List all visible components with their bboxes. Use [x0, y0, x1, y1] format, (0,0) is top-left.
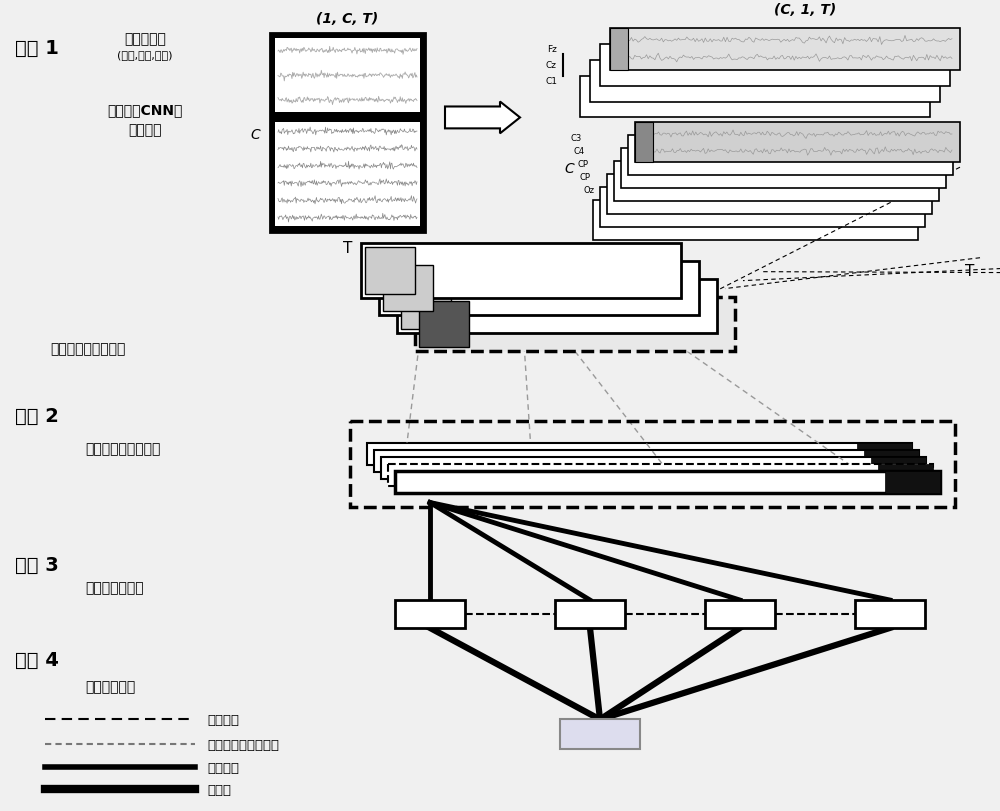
Bar	[395, 471, 940, 493]
Text: Fz: Fz	[547, 45, 557, 54]
Text: 层块 3: 层块 3	[15, 556, 59, 574]
Bar	[614, 162, 939, 202]
Text: (1, C, T): (1, C, T)	[316, 12, 379, 26]
Bar	[885, 471, 940, 493]
Bar	[381, 457, 926, 479]
Bar	[415, 297, 735, 352]
Bar	[388, 464, 933, 486]
Bar	[610, 29, 628, 71]
Text: (通道,高度,宽度): (通道,高度,宽度)	[117, 49, 173, 60]
Bar	[705, 600, 775, 629]
Text: 全连接: 全连接	[207, 783, 231, 796]
Text: 层块 4: 层块 4	[15, 650, 59, 669]
Bar	[379, 261, 699, 316]
Bar	[600, 45, 950, 87]
Text: (C, 1, T): (C, 1, T)	[774, 3, 836, 17]
Bar	[580, 76, 930, 118]
Bar	[607, 175, 932, 215]
Text: T: T	[965, 264, 974, 278]
Bar	[871, 457, 926, 479]
Bar	[395, 600, 465, 629]
Text: 输入形状: 输入形状	[128, 123, 162, 137]
Bar	[397, 279, 717, 334]
Bar	[401, 283, 451, 330]
Text: Cz: Cz	[546, 61, 557, 70]
Text: 卷积连接: 卷积连接	[207, 713, 239, 726]
Bar	[374, 450, 919, 472]
Text: 池化连接: 池化连接	[207, 761, 239, 774]
Bar	[600, 188, 925, 228]
Bar	[383, 265, 433, 312]
Bar	[621, 149, 946, 189]
Bar	[555, 600, 625, 629]
Text: T: T	[343, 241, 352, 255]
Bar	[365, 247, 415, 294]
Bar	[560, 719, 640, 749]
Bar	[367, 444, 912, 466]
Text: 全连接层输出: 全连接层输出	[85, 680, 135, 693]
Bar	[628, 136, 953, 176]
Bar	[275, 123, 420, 226]
Text: C: C	[564, 161, 574, 175]
Text: CP: CP	[580, 173, 591, 182]
Bar	[275, 39, 420, 114]
Text: C: C	[250, 128, 260, 142]
Text: 深度可分离卷积连接: 深度可分离卷积连接	[207, 738, 279, 751]
Bar	[635, 123, 653, 163]
Bar	[593, 201, 918, 241]
FancyArrow shape	[445, 102, 520, 134]
Text: C3: C3	[571, 134, 582, 143]
Text: C1: C1	[545, 77, 557, 86]
Bar	[350, 422, 955, 508]
Bar	[610, 29, 960, 71]
Text: CP: CP	[577, 160, 588, 169]
Text: 信道混合卷积层输出: 信道混合卷积层输出	[50, 342, 125, 356]
Bar	[635, 123, 960, 163]
Bar	[864, 450, 919, 472]
Bar	[590, 61, 940, 102]
Text: 层块 2: 层块 2	[15, 406, 59, 426]
Bar	[270, 34, 425, 233]
Bar	[855, 600, 925, 629]
Bar	[419, 301, 469, 348]
Text: C4: C4	[574, 147, 585, 156]
Bar	[878, 464, 933, 486]
Bar	[857, 444, 912, 466]
Text: 层块 1: 层块 1	[15, 39, 59, 58]
Bar	[361, 243, 681, 298]
Text: 输入的张量: 输入的张量	[124, 32, 166, 45]
Text: Oz: Oz	[583, 186, 594, 195]
Text: 混合信道加工层输出: 混合信道加工层输出	[85, 441, 160, 455]
Text: 平均池化层输出: 平均池化层输出	[85, 581, 144, 594]
Text: 改变喂入CNN的: 改变喂入CNN的	[107, 103, 183, 118]
